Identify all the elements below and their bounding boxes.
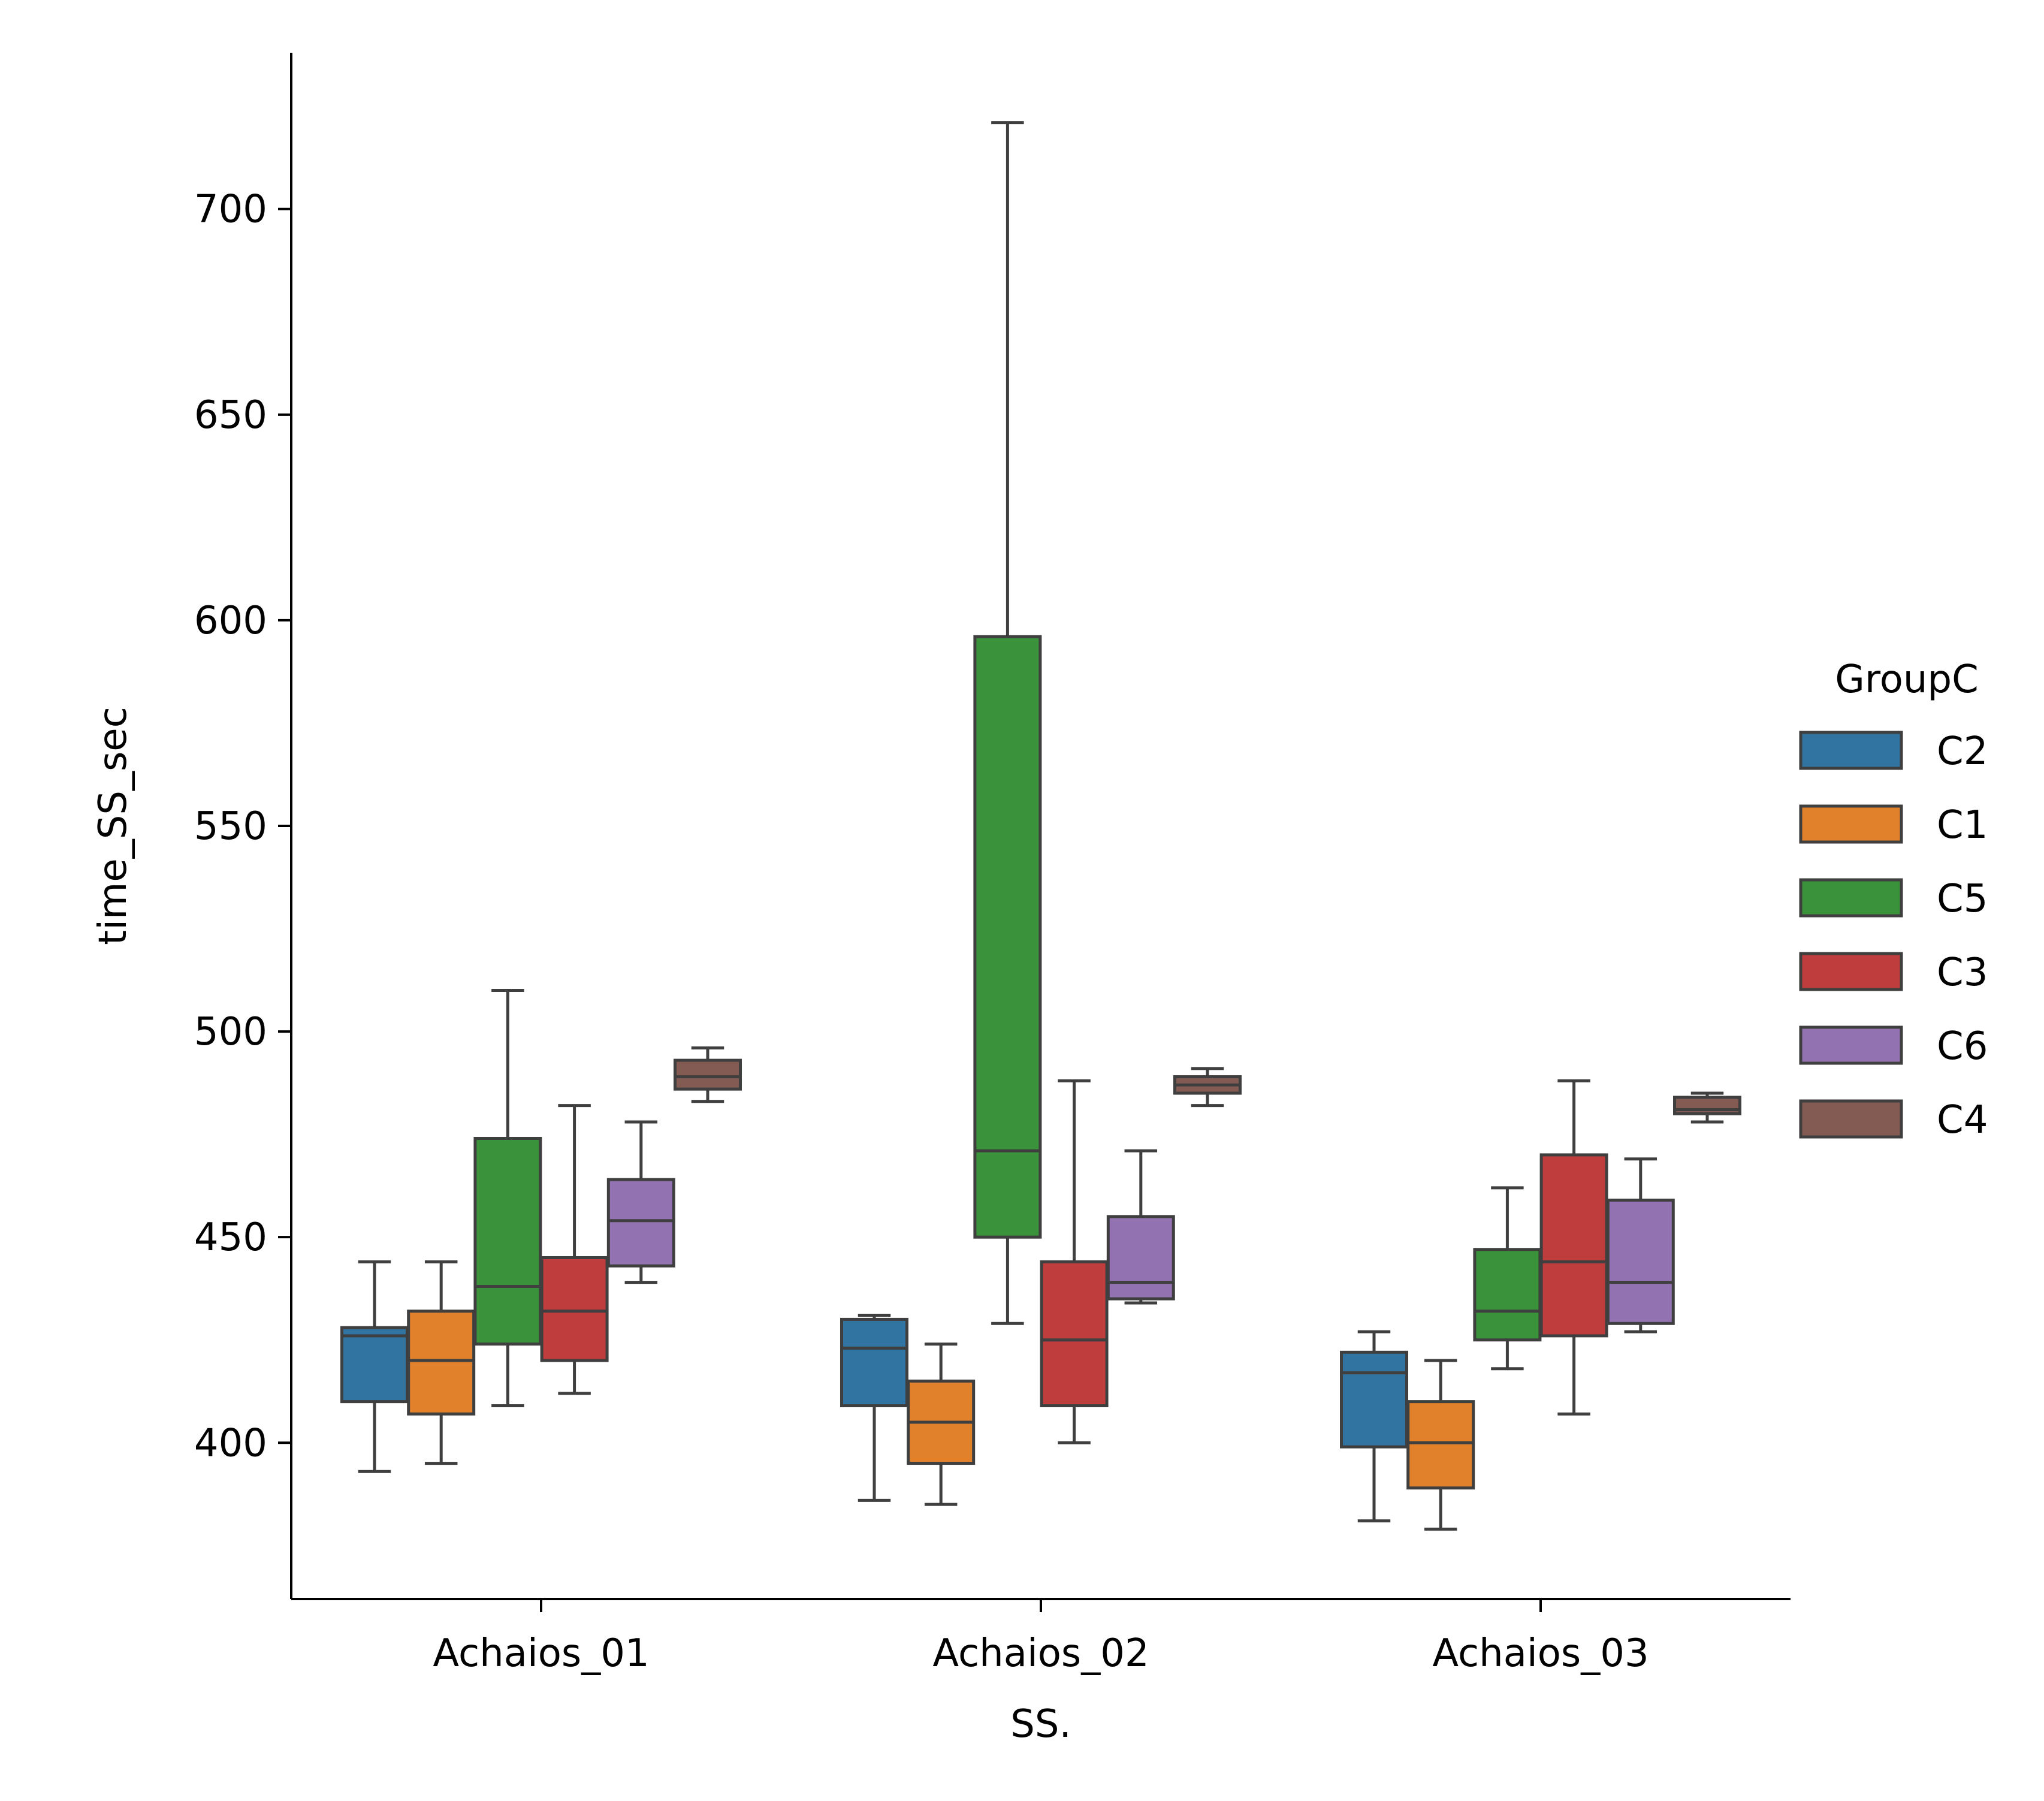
legend-swatch (1799, 1025, 1903, 1065)
legend-label: C6 (1937, 1024, 1988, 1069)
box-iqr (606, 1178, 675, 1268)
box-iqr (1473, 1248, 1542, 1342)
legend-item-C5: C5 (1799, 877, 1988, 921)
box-C3-Achaios_01 (540, 1104, 609, 1395)
legend-item-C1: C1 (1799, 803, 1988, 847)
box-C4-Achaios_02 (1173, 1067, 1242, 1108)
box-C5-Achaios_01 (473, 988, 542, 1407)
legend-swatch (1799, 952, 1903, 991)
box-iqr (1106, 1215, 1175, 1301)
box-C3-Achaios_03 (1539, 1079, 1608, 1416)
box-C1-Achaios_03 (1406, 1359, 1475, 1531)
x-tick-label: Achaios_03 (1432, 1631, 1649, 1676)
box-iqr (840, 1317, 908, 1408)
legend-item-C2: C2 (1799, 729, 1988, 774)
box-iqr (973, 635, 1042, 1239)
x-tick-label: Achaios_02 (932, 1631, 1149, 1676)
y-tick-label: 500 (194, 1010, 267, 1054)
box-C2-Achaios_02 (840, 1314, 908, 1502)
box-C6-Achaios_02 (1106, 1149, 1175, 1305)
box-C2-Achaios_03 (1340, 1330, 1408, 1523)
box-C6-Achaios_01 (606, 1120, 675, 1284)
box-iqr (1040, 1260, 1109, 1407)
legend-swatch (1799, 731, 1903, 770)
box-C1-Achaios_02 (907, 1343, 976, 1506)
y-tick-label: 700 (194, 188, 267, 232)
box-iqr (407, 1310, 476, 1416)
box-C3-Achaios_02 (1040, 1079, 1109, 1444)
box-iqr (1340, 1350, 1408, 1449)
legend: GroupC C2 C1 C5 C3 C6 C4 (1799, 657, 1988, 1142)
box-iqr (1539, 1153, 1608, 1338)
box-C4-Achaios_01 (674, 1046, 742, 1103)
box-iqr (674, 1058, 742, 1091)
legend-label: C2 (1937, 729, 1988, 774)
box-iqr (1673, 1096, 1741, 1115)
legend-item-C3: C3 (1799, 951, 1988, 995)
legend-title: GroupC (1835, 657, 1979, 702)
legend-label: C5 (1937, 877, 1988, 921)
legend-swatch (1799, 804, 1903, 844)
legend-item-C4: C4 (1799, 1098, 1988, 1142)
box-C5-Achaios_02 (973, 121, 1042, 1325)
box-iqr (1606, 1198, 1675, 1325)
legend-swatch (1799, 1099, 1903, 1139)
y-tick-label: 450 (194, 1215, 267, 1260)
y-tick-label: 650 (194, 393, 267, 438)
box-C1-Achaios_01 (407, 1260, 476, 1465)
y-axis-title: time_SS_sec (91, 707, 135, 945)
legend-label: C3 (1937, 951, 1988, 995)
box-iqr (473, 1136, 542, 1346)
box-C6-Achaios_03 (1606, 1157, 1675, 1334)
x-axis-title: SS. (1010, 1702, 1071, 1746)
x-tick-label: Achaios_01 (433, 1631, 649, 1676)
box-C2-Achaios_01 (340, 1260, 409, 1473)
y-tick-label: 400 (194, 1421, 267, 1465)
y-tick-label: 600 (194, 599, 267, 643)
y-tick-label: 550 (194, 804, 267, 849)
box-iqr (540, 1256, 609, 1362)
box-iqr (1406, 1400, 1475, 1490)
box-iqr (340, 1326, 409, 1404)
axes: 400 450 500 550 600 650 700 Achaios_01 Achaios_0… (91, 53, 1791, 1746)
plot-area (340, 121, 1741, 1531)
legend-item-C6: C6 (1799, 1024, 1988, 1069)
legend-label: C1 (1937, 803, 1988, 847)
legend-label: C4 (1937, 1098, 1988, 1142)
legend-swatch (1799, 878, 1903, 918)
box-C4-Achaios_03 (1673, 1091, 1741, 1124)
box-C5-Achaios_03 (1473, 1186, 1542, 1371)
